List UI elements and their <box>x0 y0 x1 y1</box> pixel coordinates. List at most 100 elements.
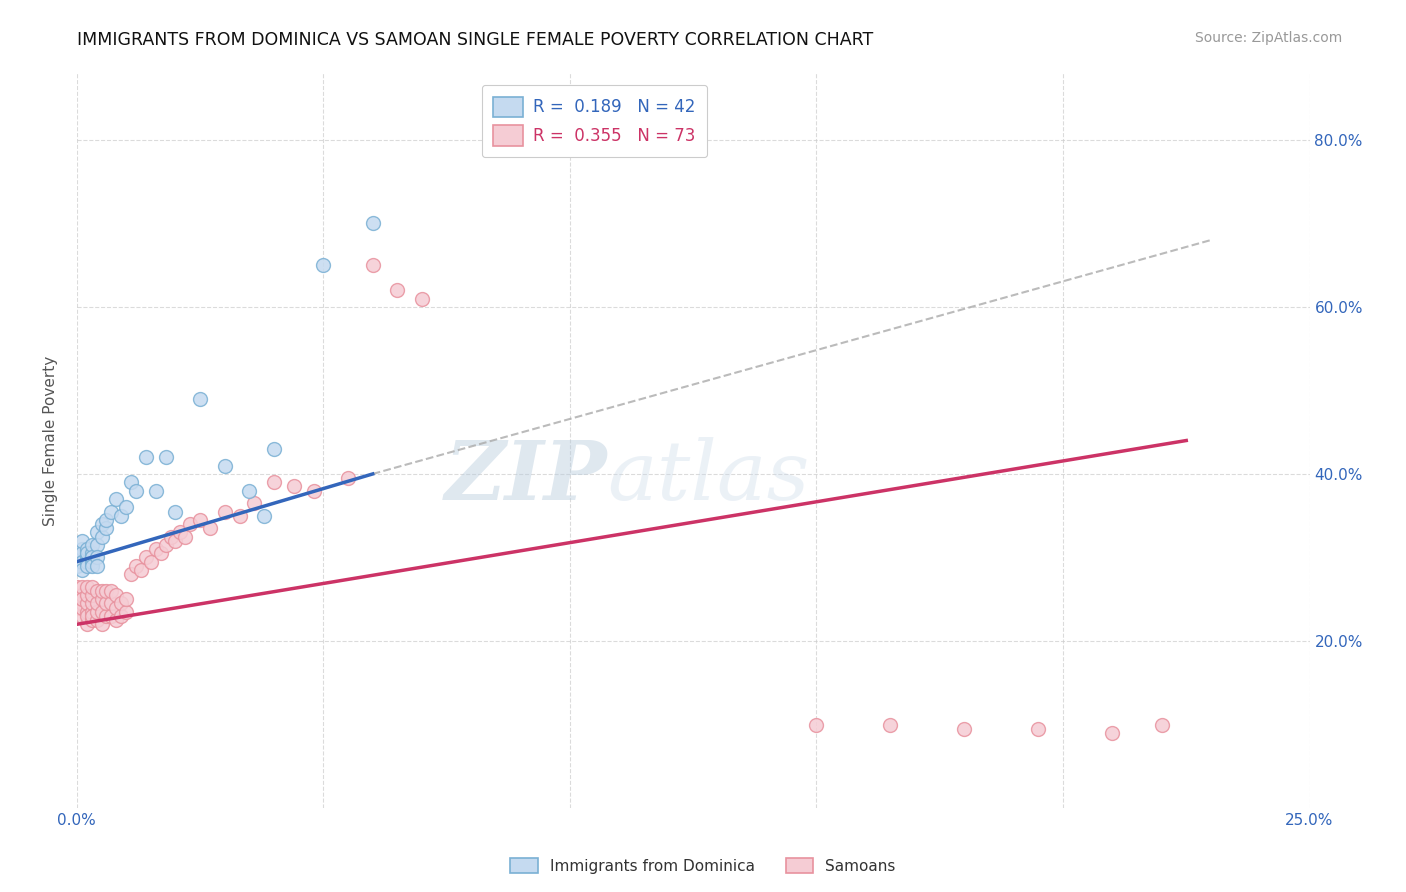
Point <box>361 258 384 272</box>
Point <box>70 609 93 624</box>
Point <box>214 504 236 518</box>
Point <box>70 555 93 569</box>
Point <box>66 558 89 573</box>
Point <box>86 596 108 610</box>
Point <box>76 558 98 573</box>
Point <box>159 530 181 544</box>
Point <box>1028 722 1050 736</box>
Point <box>100 596 122 610</box>
Point <box>90 617 112 632</box>
Point <box>155 538 177 552</box>
Point <box>105 600 128 615</box>
Point <box>90 592 112 607</box>
Point <box>76 542 98 557</box>
Point <box>165 533 187 548</box>
Point <box>179 517 201 532</box>
Point <box>411 292 433 306</box>
Point <box>66 580 89 594</box>
Point <box>105 588 128 602</box>
Point <box>70 588 93 602</box>
Point <box>86 605 108 619</box>
Point <box>125 558 148 573</box>
Point <box>76 588 98 602</box>
Text: Source: ZipAtlas.com: Source: ZipAtlas.com <box>1195 31 1343 45</box>
Point <box>80 546 103 560</box>
Point <box>70 563 93 577</box>
Point <box>174 530 197 544</box>
Point <box>135 550 157 565</box>
Point <box>283 479 305 493</box>
Point <box>302 483 325 498</box>
Point <box>70 592 93 607</box>
Point <box>100 609 122 624</box>
Point <box>253 508 276 523</box>
Point <box>188 392 211 406</box>
Point <box>120 567 142 582</box>
Point <box>238 483 260 498</box>
Point <box>76 617 98 632</box>
Point <box>80 613 103 627</box>
Point <box>129 563 152 577</box>
Point <box>66 550 89 565</box>
Point <box>86 538 108 552</box>
Point <box>90 583 112 598</box>
Point <box>86 525 108 540</box>
Point <box>953 722 976 736</box>
Y-axis label: Single Female Poverty: Single Female Poverty <box>44 355 58 525</box>
Point <box>361 216 384 230</box>
Point <box>76 546 98 560</box>
Point <box>105 491 128 506</box>
Point <box>188 513 211 527</box>
Point <box>76 555 98 569</box>
Point <box>1101 726 1123 740</box>
Point <box>155 450 177 465</box>
Point <box>70 542 93 557</box>
Point <box>387 283 409 297</box>
Point <box>115 500 138 515</box>
Point <box>80 558 103 573</box>
Point <box>96 596 118 610</box>
Point <box>76 550 98 565</box>
Point <box>96 609 118 624</box>
Point <box>70 533 93 548</box>
Point <box>86 583 108 598</box>
Point <box>125 483 148 498</box>
Point <box>100 583 122 598</box>
Point <box>90 530 112 544</box>
Point <box>806 717 828 731</box>
Point <box>96 583 118 598</box>
Text: IMMIGRANTS FROM DOMINICA VS SAMOAN SINGLE FEMALE POVERTY CORRELATION CHART: IMMIGRANTS FROM DOMINICA VS SAMOAN SINGL… <box>77 31 873 49</box>
Point <box>76 605 98 619</box>
Point <box>139 555 162 569</box>
Point <box>243 496 266 510</box>
Point <box>120 475 142 490</box>
Legend: R =  0.189   N = 42, R =  0.355   N = 73: R = 0.189 N = 42, R = 0.355 N = 73 <box>482 85 707 157</box>
Point <box>228 508 250 523</box>
Point <box>110 508 132 523</box>
Point <box>76 580 98 594</box>
Point <box>70 546 93 560</box>
Point <box>66 588 89 602</box>
Point <box>80 580 103 594</box>
Point <box>149 546 172 560</box>
Point <box>96 513 118 527</box>
Point <box>80 550 103 565</box>
Point <box>145 483 167 498</box>
Point <box>115 592 138 607</box>
Point <box>337 471 360 485</box>
Point <box>86 613 108 627</box>
Point <box>80 538 103 552</box>
Point <box>115 605 138 619</box>
Point <box>70 596 93 610</box>
Point <box>110 596 132 610</box>
Point <box>76 609 98 624</box>
Point <box>1150 717 1173 731</box>
Point <box>86 550 108 565</box>
Legend: Immigrants from Dominica, Samoans: Immigrants from Dominica, Samoans <box>505 852 901 880</box>
Point <box>76 596 98 610</box>
Point <box>105 613 128 627</box>
Point <box>145 542 167 557</box>
Point <box>66 600 89 615</box>
Point <box>165 504 187 518</box>
Point <box>214 458 236 473</box>
